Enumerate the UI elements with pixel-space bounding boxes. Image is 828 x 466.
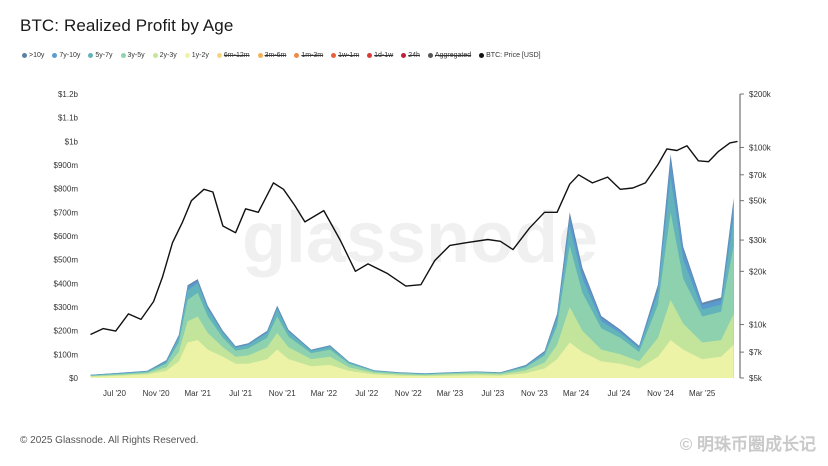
legend-dot-icon	[52, 53, 58, 58]
watermark-bottom: © 明珠币圈成长记	[679, 435, 816, 454]
legend-label: >10y	[29, 52, 45, 59]
legend-label: 1d-1w	[374, 52, 394, 59]
legend-item[interactable]: 24h	[401, 52, 420, 59]
y-left-tick-label: $900m	[54, 161, 79, 170]
x-tick-label: Nov '24	[647, 389, 674, 398]
x-tick-label: Nov '23	[521, 389, 548, 398]
x-tick-label: Nov '21	[269, 389, 296, 398]
legend-label: 1w-1m	[338, 52, 360, 59]
legend-item[interactable]: 3y-5y	[120, 52, 145, 59]
y-left-tick-label: $800m	[54, 185, 79, 194]
legend-label: 24h	[408, 52, 420, 59]
legend-item[interactable]: 1y-2y	[184, 52, 209, 59]
legend-item[interactable]: 1m-3m	[294, 52, 323, 59]
legend-dot-icon	[22, 53, 27, 58]
legend-item[interactable]: >10y	[22, 52, 44, 59]
btc-price-line	[90, 140, 738, 336]
legend-label: BTC: Price [USD]	[486, 52, 541, 59]
x-tick-label: Mar '22	[311, 389, 338, 398]
legend-label: 5y-7y	[95, 52, 113, 59]
y-right-tick-label: $50k	[749, 197, 767, 206]
y-left-tick-label: $1b	[65, 137, 79, 146]
legend-label: 3y-5y	[127, 52, 145, 59]
y-right-tick-label: $70k	[749, 171, 767, 180]
x-tick-label: Jul '22	[355, 389, 378, 398]
watermark: glassnode	[242, 198, 598, 278]
legend-item[interactable]: 1d-1w	[367, 52, 393, 59]
legend-dot-icon	[88, 53, 94, 58]
axes: $0 $100m $200m $300m $400m $500m $600m $700m $80…	[54, 90, 772, 398]
legend-item[interactable]: 5y-7y	[88, 52, 113, 59]
legend-dot-icon	[294, 53, 300, 58]
legend-dot-icon	[479, 53, 485, 58]
legend-dot-icon	[401, 53, 407, 58]
y-left-tick-label: $200m	[54, 327, 79, 336]
y-left-tick-label: $600m	[54, 232, 79, 241]
x-tick-label: Jul '20	[103, 389, 126, 398]
y-left-tick-label: $400m	[54, 279, 79, 288]
legend-label: 3m-6m	[264, 52, 287, 59]
legend-item[interactable]: 6m-12m	[216, 52, 250, 59]
chart-title: BTC: Realized Profit by Age	[20, 16, 234, 35]
price-line-group	[90, 140, 738, 336]
legend-dot-icon	[120, 53, 126, 58]
x-tick-label: Mar '21	[184, 389, 211, 398]
legend-item[interactable]: 7y-10y	[52, 52, 80, 59]
area-series-1y2y	[90, 340, 734, 378]
legend-label: 1y-2y	[191, 52, 209, 59]
legend-dot-icon	[184, 53, 190, 58]
legend-label: 6m-12m	[223, 52, 250, 59]
y-left-tick-label: $300m	[54, 303, 79, 312]
y-left-tick-label: $700m	[54, 208, 79, 217]
x-tick-label: Nov '22	[395, 389, 422, 398]
y-right-tick-label: $200k	[749, 90, 772, 99]
legend-item[interactable]: 2y-3y	[152, 52, 177, 59]
y-left-tick-label: $1.1b	[58, 114, 79, 123]
x-tick-label: Nov '20	[143, 389, 170, 398]
legend-dot-icon	[216, 53, 222, 58]
legend-label: 2y-3y	[159, 52, 177, 59]
y-right-tick-label: $20k	[749, 267, 767, 276]
y-left-tick-label: $100m	[54, 350, 79, 359]
legend-label: Aggregated	[434, 52, 472, 59]
y-right-tick-label: $5k	[749, 374, 763, 383]
y-right-tick-label: $10k	[749, 321, 767, 330]
legend-item[interactable]: 3m-6m	[257, 52, 287, 59]
x-tick-label: Mar '25	[689, 389, 716, 398]
y-right-tick-label: $100k	[749, 143, 772, 152]
x-tick-label: Jul '21	[229, 389, 252, 398]
legend-label: 7y-10y	[59, 52, 81, 59]
legend-item[interactable]: Aggregated	[427, 52, 472, 59]
x-tick-label: Mar '24	[563, 389, 590, 398]
y-right-tick-label: $7k	[749, 348, 763, 357]
areas	[90, 154, 734, 378]
x-tick-label: Jul '24	[607, 389, 630, 398]
y-left-tick-label: $500m	[54, 256, 79, 265]
y-left-tick-label: $0	[69, 374, 78, 383]
legend-dot-icon	[427, 53, 433, 58]
x-tick-label: Mar '23	[437, 389, 464, 398]
legend-dot-icon	[367, 53, 373, 58]
legend-item[interactable]: BTC: Price [USD]	[479, 52, 541, 59]
legend-dot-icon	[331, 53, 337, 58]
legend-item[interactable]: 1w-1m	[331, 52, 359, 59]
legend-dot-icon	[152, 53, 158, 58]
y-right-tick-label: $30k	[749, 236, 767, 245]
x-tick-label: Jul '23	[481, 389, 504, 398]
legend: >10y 7y-10y 5y-7y 3y-5y 2y-3y 1y-2y 6m-12m 3m-6…	[22, 52, 541, 59]
copyright-footer: © 2025 Glassnode. All Rights Reserved.	[20, 435, 199, 446]
legend-label: 1m-3m	[301, 52, 324, 59]
legend-dot-icon	[257, 53, 263, 58]
y-left-tick-label: $1.2b	[58, 90, 79, 99]
